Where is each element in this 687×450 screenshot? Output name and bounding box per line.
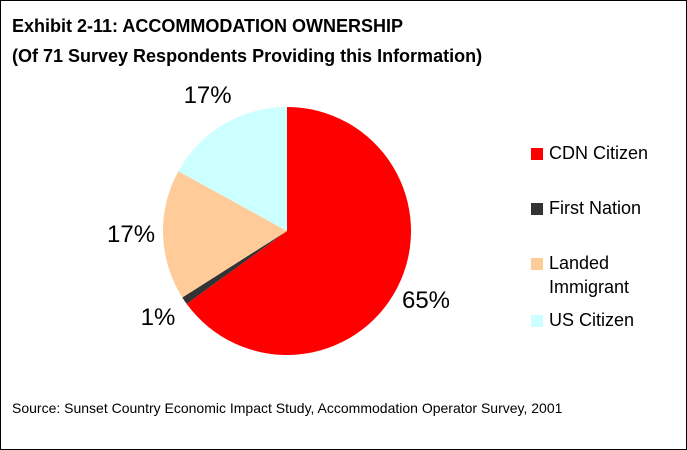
legend-label: US Citizen <box>549 310 634 330</box>
legend-label: Landed Immigrant <box>549 253 629 297</box>
legend-label: First Nation <box>549 198 641 218</box>
pie-slice <box>182 231 287 304</box>
data-label: 65% <box>402 287 450 314</box>
pie-slice <box>178 107 287 231</box>
data-label: 1% <box>141 304 176 331</box>
legend-swatch <box>531 148 543 160</box>
legend-swatch <box>531 258 543 270</box>
data-label: 17% <box>107 221 155 248</box>
pie-slice <box>162 171 287 298</box>
legend-swatch <box>531 203 543 215</box>
data-label: 17% <box>184 82 232 109</box>
legend-label: CDN Citizen <box>549 143 648 163</box>
chart-subtitle: (Of 71 Survey Respondents Providing this… <box>12 46 482 66</box>
legend-swatch <box>531 315 543 327</box>
chart-title: Exhibit 2-11: ACCOMMODATION OWNERSHIP <box>12 16 403 36</box>
source-note: Source: Sunset Country Economic Impact S… <box>12 400 563 416</box>
pie-slice <box>186 107 412 356</box>
